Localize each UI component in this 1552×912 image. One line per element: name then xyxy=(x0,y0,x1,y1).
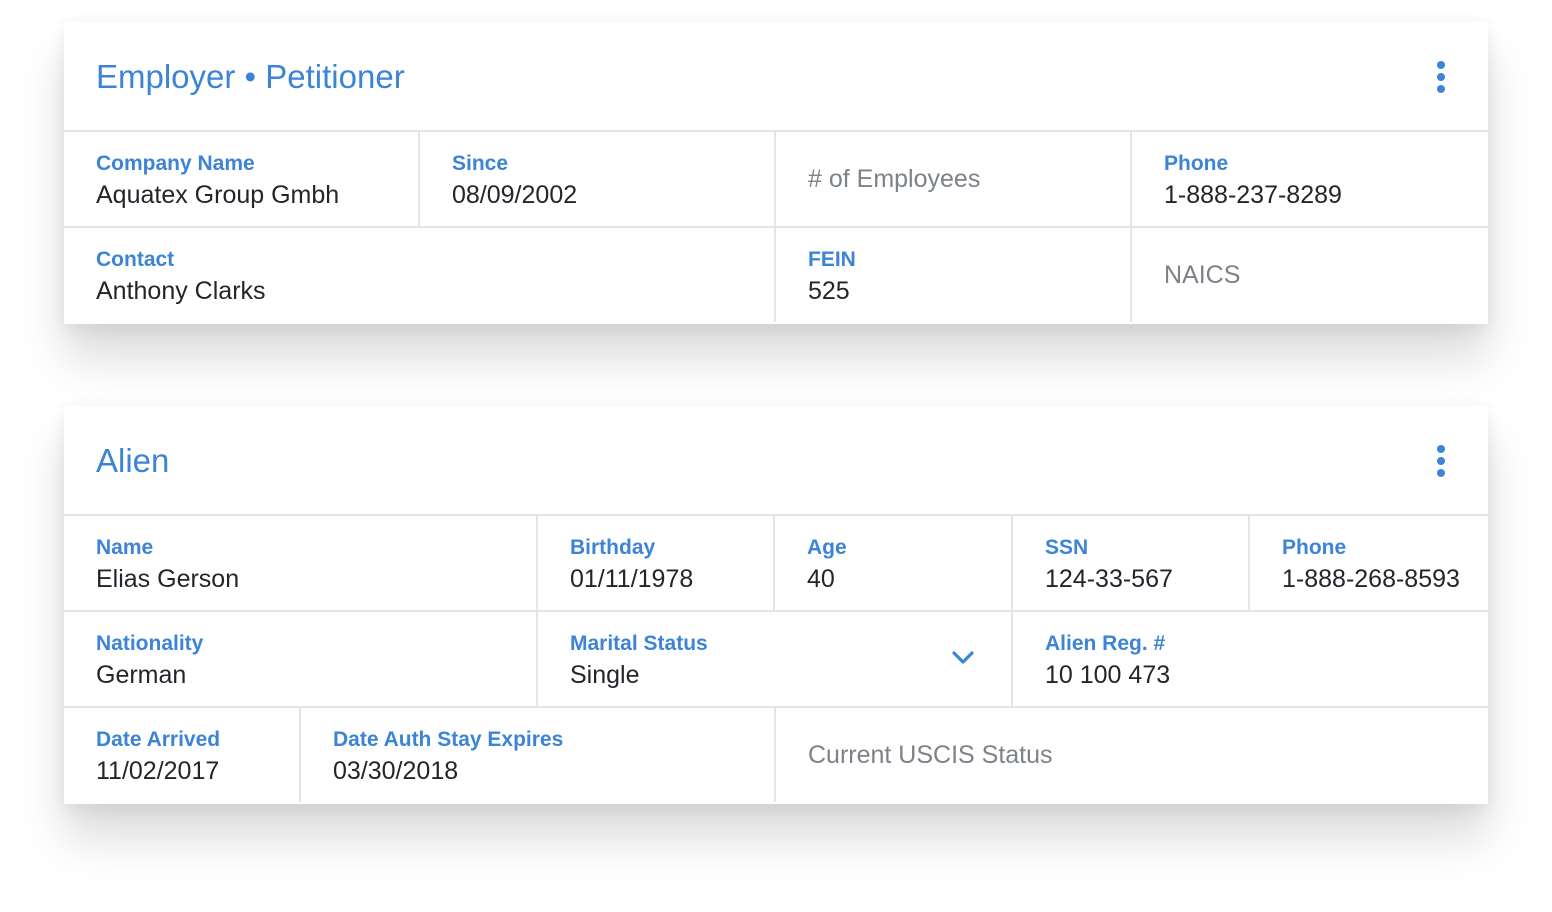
alien-row-1: Name Elias Gerson Birthday 01/11/1978 Ag… xyxy=(64,516,1488,612)
alien-row-3: Date Arrived 11/02/2017 Date Auth Stay E… xyxy=(64,708,1488,802)
date-arrived-label: Date Arrived xyxy=(96,728,221,751)
alien-reg-label: Alien Reg. # xyxy=(1045,632,1166,655)
more-vertical-icon-dot xyxy=(1437,73,1445,81)
more-vertical-icon-dot xyxy=(1437,469,1445,477)
employer-row-1: Company Name Aquatex Group Gmbh Since 08… xyxy=(64,132,1488,228)
employer-phone-value: 1-888-237-8289 xyxy=(1164,181,1342,209)
date-arrived-field[interactable]: Date Arrived 11/02/2017 xyxy=(64,708,301,802)
contact-field[interactable]: Contact Anthony Clarks xyxy=(64,228,776,322)
alien-card-header: Alien xyxy=(64,406,1488,516)
employer-card-header: Employer • Petitioner xyxy=(64,22,1488,132)
fein-value: 525 xyxy=(808,277,850,305)
fein-label: FEIN xyxy=(808,248,856,271)
uscis-status-placeholder: Current USCIS Status xyxy=(808,741,1053,769)
alien-reg-field[interactable]: Alien Reg. # 10 100 473 xyxy=(1013,612,1488,706)
contact-label: Contact xyxy=(96,248,175,271)
more-vertical-icon xyxy=(1437,61,1445,69)
employer-phone-field[interactable]: Phone 1-888-237-8289 xyxy=(1132,132,1488,226)
alien-name-label: Name xyxy=(96,536,154,559)
birthday-field[interactable]: Birthday 01/11/1978 xyxy=(538,516,775,610)
more-vertical-icon-dot xyxy=(1437,85,1445,93)
nationality-label: Nationality xyxy=(96,632,204,655)
marital-status-value: Single xyxy=(570,661,640,689)
birthday-value: 01/11/1978 xyxy=(570,565,694,593)
alien-more-menu-button[interactable] xyxy=(1424,436,1458,486)
age-label: Age xyxy=(807,536,847,559)
date-auth-stay-expires-value: 03/30/2018 xyxy=(333,757,459,785)
ssn-value: 124-33-567 xyxy=(1045,565,1173,593)
alien-name-value: Elias Gerson xyxy=(96,565,240,593)
chevron-down-icon[interactable] xyxy=(951,650,975,666)
naics-field[interactable]: NAICS xyxy=(1132,228,1488,322)
age-value: 40 xyxy=(807,565,835,593)
alien-card-title: Alien xyxy=(96,442,170,479)
employees-field[interactable]: # of Employees xyxy=(776,132,1132,226)
marital-status-select[interactable]: Marital Status Single xyxy=(538,612,1013,706)
nationality-value: German xyxy=(96,661,187,689)
age-field[interactable]: Age 40 xyxy=(775,516,1013,610)
more-vertical-icon xyxy=(1437,445,1445,453)
employees-placeholder: # of Employees xyxy=(808,165,981,193)
employer-more-menu-button[interactable] xyxy=(1424,52,1458,102)
alien-name-field[interactable]: Name Elias Gerson xyxy=(64,516,538,610)
fein-field[interactable]: FEIN 525 xyxy=(776,228,1132,322)
employer-phone-label: Phone xyxy=(1164,152,1229,175)
employer-card: Employer • Petitioner Company Name Aquat… xyxy=(64,22,1488,324)
more-vertical-icon-dot xyxy=(1437,457,1445,465)
ssn-label: SSN xyxy=(1045,536,1089,559)
marital-status-label: Marital Status xyxy=(570,632,708,655)
nationality-field[interactable]: Nationality German xyxy=(64,612,538,706)
date-auth-stay-expires-label: Date Auth Stay Expires xyxy=(333,728,564,751)
date-arrived-value: 11/02/2017 xyxy=(96,757,220,785)
uscis-status-field[interactable]: Current USCIS Status xyxy=(776,708,1488,802)
alien-reg-value: 10 100 473 xyxy=(1045,661,1171,689)
since-label: Since xyxy=(452,152,509,175)
employer-row-2: Contact Anthony Clarks FEIN 525 NAICS xyxy=(64,228,1488,322)
alien-phone-label: Phone xyxy=(1282,536,1347,559)
alien-row-2: Nationality German Marital Status Single… xyxy=(64,612,1488,708)
company-name-label: Company Name xyxy=(96,152,255,175)
date-auth-stay-expires-field[interactable]: Date Auth Stay Expires 03/30/2018 xyxy=(301,708,776,802)
company-name-value: Aquatex Group Gmbh xyxy=(96,181,340,209)
since-value: 08/09/2002 xyxy=(452,181,578,209)
alien-card: Alien Name Elias Gerson Birthday 01/11/1… xyxy=(64,406,1488,804)
employer-card-title: Employer • Petitioner xyxy=(96,58,405,95)
birthday-label: Birthday xyxy=(570,536,656,559)
company-name-field[interactable]: Company Name Aquatex Group Gmbh xyxy=(64,132,420,226)
alien-phone-value: 1-888-268-8593 xyxy=(1282,565,1460,593)
contact-value: Anthony Clarks xyxy=(96,277,266,305)
ssn-field[interactable]: SSN 124-33-567 xyxy=(1013,516,1250,610)
alien-phone-field[interactable]: Phone 1-888-268-8593 xyxy=(1250,516,1488,610)
since-field[interactable]: Since 08/09/2002 xyxy=(420,132,776,226)
naics-placeholder: NAICS xyxy=(1164,261,1241,289)
